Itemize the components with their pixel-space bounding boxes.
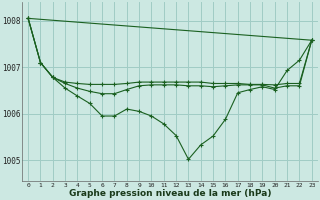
X-axis label: Graphe pression niveau de la mer (hPa): Graphe pression niveau de la mer (hPa) xyxy=(69,189,271,198)
